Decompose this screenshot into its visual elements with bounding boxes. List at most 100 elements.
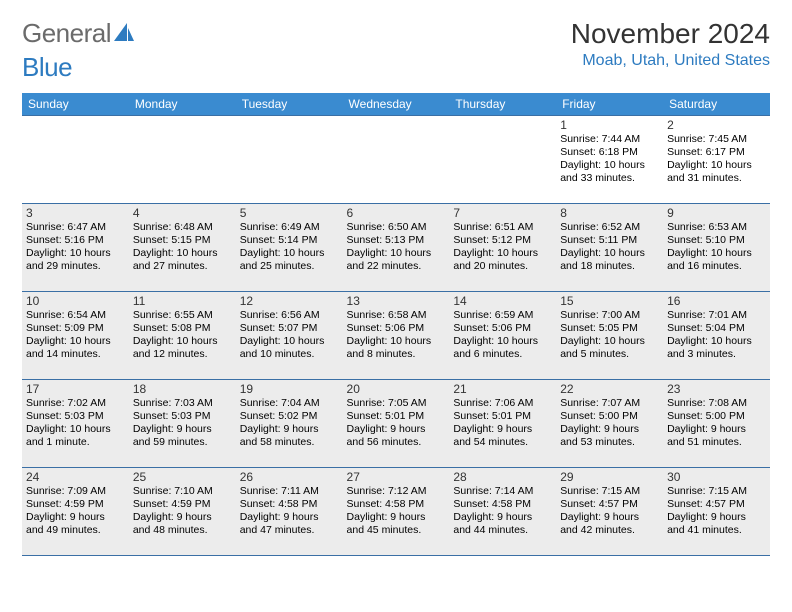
day-number: 26 bbox=[240, 470, 339, 484]
day-header: Friday bbox=[556, 93, 663, 116]
calendar-day-cell: 15Sunrise: 7:00 AMSunset: 5:05 PMDayligh… bbox=[556, 292, 663, 380]
day-header: Wednesday bbox=[343, 93, 450, 116]
calendar-day-cell bbox=[236, 116, 343, 204]
day-number: 4 bbox=[133, 206, 232, 220]
day-number: 28 bbox=[453, 470, 552, 484]
sun-info: Sunrise: 7:07 AMSunset: 5:00 PMDaylight:… bbox=[560, 397, 659, 450]
calendar-header-row: SundayMondayTuesdayWednesdayThursdayFrid… bbox=[22, 93, 770, 116]
day-number: 5 bbox=[240, 206, 339, 220]
day-number: 20 bbox=[347, 382, 446, 396]
sun-info: Sunrise: 7:08 AMSunset: 5:00 PMDaylight:… bbox=[667, 397, 766, 450]
sun-info: Sunrise: 7:14 AMSunset: 4:58 PMDaylight:… bbox=[453, 485, 552, 538]
calendar-day-cell: 28Sunrise: 7:14 AMSunset: 4:58 PMDayligh… bbox=[449, 468, 556, 556]
day-number: 17 bbox=[26, 382, 125, 396]
calendar-day-cell: 3Sunrise: 6:47 AMSunset: 5:16 PMDaylight… bbox=[22, 204, 129, 292]
sun-info: Sunrise: 6:58 AMSunset: 5:06 PMDaylight:… bbox=[347, 309, 446, 362]
day-number: 13 bbox=[347, 294, 446, 308]
logo: General bbox=[22, 18, 135, 49]
sun-info: Sunrise: 6:55 AMSunset: 5:08 PMDaylight:… bbox=[133, 309, 232, 362]
day-number: 23 bbox=[667, 382, 766, 396]
calendar-week-row: 24Sunrise: 7:09 AMSunset: 4:59 PMDayligh… bbox=[22, 468, 770, 556]
calendar-week-row: 3Sunrise: 6:47 AMSunset: 5:16 PMDaylight… bbox=[22, 204, 770, 292]
calendar-day-cell: 7Sunrise: 6:51 AMSunset: 5:12 PMDaylight… bbox=[449, 204, 556, 292]
day-number: 22 bbox=[560, 382, 659, 396]
calendar-day-cell: 13Sunrise: 6:58 AMSunset: 5:06 PMDayligh… bbox=[343, 292, 450, 380]
sun-info: Sunrise: 6:56 AMSunset: 5:07 PMDaylight:… bbox=[240, 309, 339, 362]
day-number: 14 bbox=[453, 294, 552, 308]
day-number: 27 bbox=[347, 470, 446, 484]
day-number: 3 bbox=[26, 206, 125, 220]
calendar-day-cell: 16Sunrise: 7:01 AMSunset: 5:04 PMDayligh… bbox=[663, 292, 770, 380]
calendar-day-cell: 20Sunrise: 7:05 AMSunset: 5:01 PMDayligh… bbox=[343, 380, 450, 468]
day-header: Monday bbox=[129, 93, 236, 116]
day-number: 25 bbox=[133, 470, 232, 484]
calendar-day-cell bbox=[343, 116, 450, 204]
calendar-week-row: 1Sunrise: 7:44 AMSunset: 6:18 PMDaylight… bbox=[22, 116, 770, 204]
day-number: 16 bbox=[667, 294, 766, 308]
calendar-day-cell bbox=[129, 116, 236, 204]
month-title: November 2024 bbox=[571, 18, 770, 50]
day-number: 6 bbox=[347, 206, 446, 220]
title-block: November 2024 Moab, Utah, United States bbox=[571, 18, 770, 70]
logo-word2: Blue bbox=[22, 52, 72, 83]
day-number: 15 bbox=[560, 294, 659, 308]
day-number: 9 bbox=[667, 206, 766, 220]
calendar-day-cell: 19Sunrise: 7:04 AMSunset: 5:02 PMDayligh… bbox=[236, 380, 343, 468]
sun-info: Sunrise: 7:06 AMSunset: 5:01 PMDaylight:… bbox=[453, 397, 552, 450]
day-number: 7 bbox=[453, 206, 552, 220]
sun-info: Sunrise: 7:02 AMSunset: 5:03 PMDaylight:… bbox=[26, 397, 125, 450]
day-number: 19 bbox=[240, 382, 339, 396]
day-number: 10 bbox=[26, 294, 125, 308]
sun-info: Sunrise: 6:54 AMSunset: 5:09 PMDaylight:… bbox=[26, 309, 125, 362]
sun-info: Sunrise: 7:05 AMSunset: 5:01 PMDaylight:… bbox=[347, 397, 446, 450]
sun-info: Sunrise: 6:59 AMSunset: 5:06 PMDaylight:… bbox=[453, 309, 552, 362]
location: Moab, Utah, United States bbox=[571, 52, 770, 70]
sun-info: Sunrise: 6:47 AMSunset: 5:16 PMDaylight:… bbox=[26, 221, 125, 274]
calendar-day-cell: 8Sunrise: 6:52 AMSunset: 5:11 PMDaylight… bbox=[556, 204, 663, 292]
calendar-day-cell: 25Sunrise: 7:10 AMSunset: 4:59 PMDayligh… bbox=[129, 468, 236, 556]
sun-info: Sunrise: 7:04 AMSunset: 5:02 PMDaylight:… bbox=[240, 397, 339, 450]
day-number: 8 bbox=[560, 206, 659, 220]
calendar-body: 1Sunrise: 7:44 AMSunset: 6:18 PMDaylight… bbox=[22, 116, 770, 556]
calendar-day-cell: 30Sunrise: 7:15 AMSunset: 4:57 PMDayligh… bbox=[663, 468, 770, 556]
day-number: 21 bbox=[453, 382, 552, 396]
calendar-day-cell: 27Sunrise: 7:12 AMSunset: 4:58 PMDayligh… bbox=[343, 468, 450, 556]
calendar-week-row: 10Sunrise: 6:54 AMSunset: 5:09 PMDayligh… bbox=[22, 292, 770, 380]
sun-info: Sunrise: 7:01 AMSunset: 5:04 PMDaylight:… bbox=[667, 309, 766, 362]
day-number: 12 bbox=[240, 294, 339, 308]
calendar-day-cell: 26Sunrise: 7:11 AMSunset: 4:58 PMDayligh… bbox=[236, 468, 343, 556]
sun-info: Sunrise: 7:09 AMSunset: 4:59 PMDaylight:… bbox=[26, 485, 125, 538]
sun-info: Sunrise: 7:11 AMSunset: 4:58 PMDaylight:… bbox=[240, 485, 339, 538]
day-number: 2 bbox=[667, 118, 766, 132]
day-header: Sunday bbox=[22, 93, 129, 116]
calendar-day-cell: 23Sunrise: 7:08 AMSunset: 5:00 PMDayligh… bbox=[663, 380, 770, 468]
calendar-day-cell: 17Sunrise: 7:02 AMSunset: 5:03 PMDayligh… bbox=[22, 380, 129, 468]
day-number: 29 bbox=[560, 470, 659, 484]
sun-info: Sunrise: 7:03 AMSunset: 5:03 PMDaylight:… bbox=[133, 397, 232, 450]
sun-info: Sunrise: 7:00 AMSunset: 5:05 PMDaylight:… bbox=[560, 309, 659, 362]
calendar-day-cell: 24Sunrise: 7:09 AMSunset: 4:59 PMDayligh… bbox=[22, 468, 129, 556]
calendar-day-cell: 14Sunrise: 6:59 AMSunset: 5:06 PMDayligh… bbox=[449, 292, 556, 380]
calendar-day-cell: 1Sunrise: 7:44 AMSunset: 6:18 PMDaylight… bbox=[556, 116, 663, 204]
day-number: 11 bbox=[133, 294, 232, 308]
sun-info: Sunrise: 6:48 AMSunset: 5:15 PMDaylight:… bbox=[133, 221, 232, 274]
sun-info: Sunrise: 6:52 AMSunset: 5:11 PMDaylight:… bbox=[560, 221, 659, 274]
calendar-day-cell: 18Sunrise: 7:03 AMSunset: 5:03 PMDayligh… bbox=[129, 380, 236, 468]
day-number: 30 bbox=[667, 470, 766, 484]
sun-info: Sunrise: 7:45 AMSunset: 6:17 PMDaylight:… bbox=[667, 133, 766, 186]
sun-info: Sunrise: 6:49 AMSunset: 5:14 PMDaylight:… bbox=[240, 221, 339, 274]
sun-info: Sunrise: 7:44 AMSunset: 6:18 PMDaylight:… bbox=[560, 133, 659, 186]
calendar-day-cell: 6Sunrise: 6:50 AMSunset: 5:13 PMDaylight… bbox=[343, 204, 450, 292]
day-number: 24 bbox=[26, 470, 125, 484]
sail-icon bbox=[113, 18, 135, 49]
calendar-day-cell: 12Sunrise: 6:56 AMSunset: 5:07 PMDayligh… bbox=[236, 292, 343, 380]
calendar-day-cell: 29Sunrise: 7:15 AMSunset: 4:57 PMDayligh… bbox=[556, 468, 663, 556]
calendar-day-cell: 5Sunrise: 6:49 AMSunset: 5:14 PMDaylight… bbox=[236, 204, 343, 292]
day-number: 1 bbox=[560, 118, 659, 132]
calendar-day-cell: 9Sunrise: 6:53 AMSunset: 5:10 PMDaylight… bbox=[663, 204, 770, 292]
calendar-week-row: 17Sunrise: 7:02 AMSunset: 5:03 PMDayligh… bbox=[22, 380, 770, 468]
sun-info: Sunrise: 6:50 AMSunset: 5:13 PMDaylight:… bbox=[347, 221, 446, 274]
day-header: Saturday bbox=[663, 93, 770, 116]
calendar-day-cell: 11Sunrise: 6:55 AMSunset: 5:08 PMDayligh… bbox=[129, 292, 236, 380]
sun-info: Sunrise: 7:10 AMSunset: 4:59 PMDaylight:… bbox=[133, 485, 232, 538]
